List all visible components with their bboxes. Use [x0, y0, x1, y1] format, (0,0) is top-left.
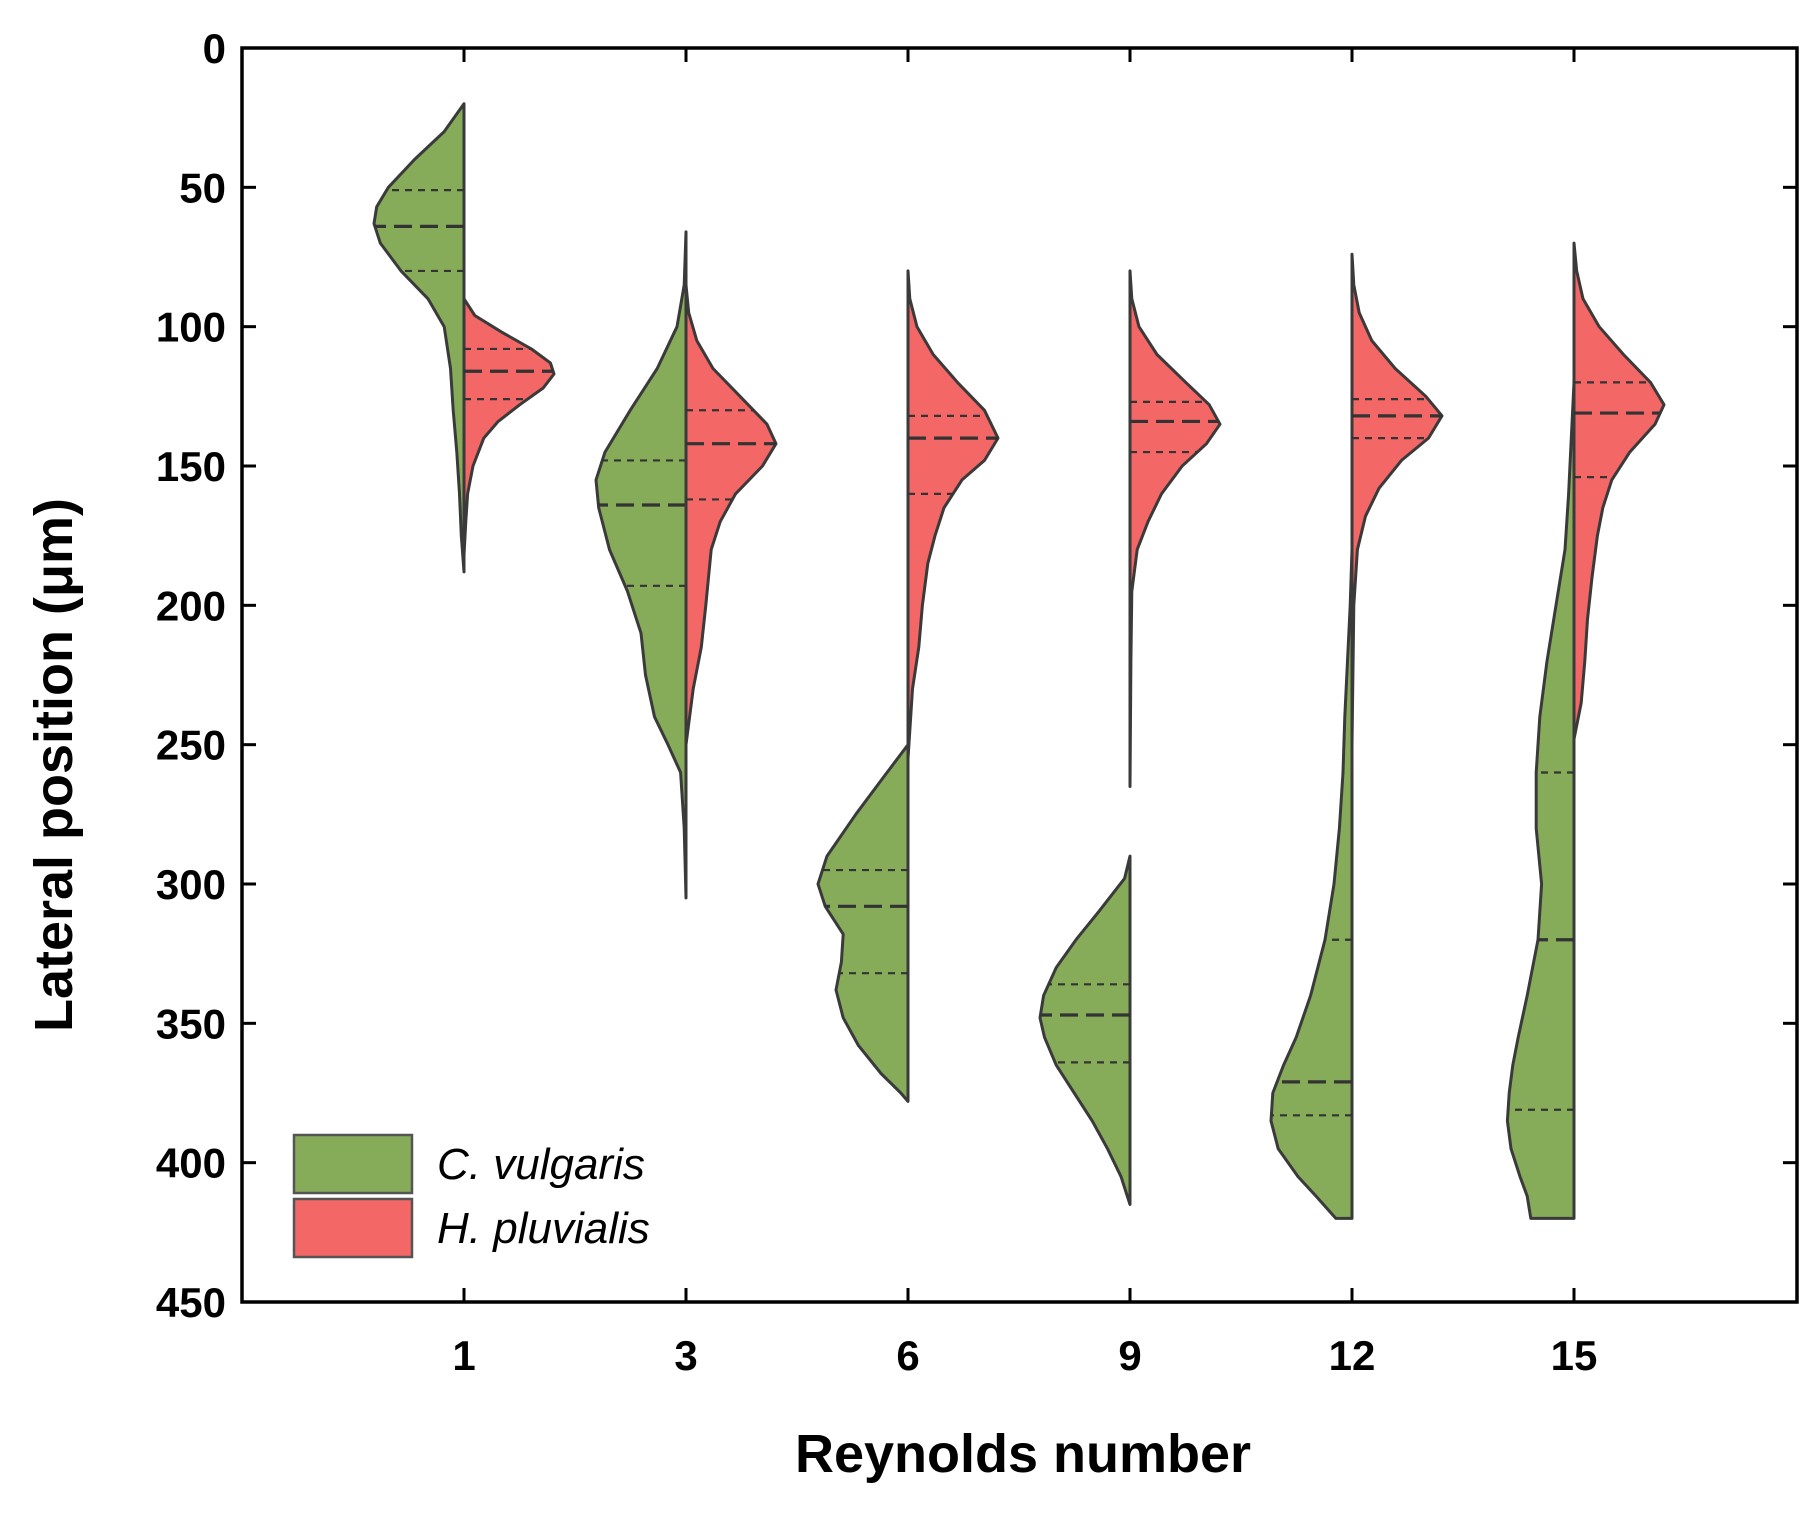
violin-left-re-1 [372, 102, 466, 574]
legend-label: H. pluvialis [437, 1204, 650, 1253]
violin-right-re-3 [684, 283, 778, 747]
legend: C. vulgaris H. pluvialis [292, 1133, 650, 1259]
violin-left-re-3 [594, 230, 688, 900]
violin-body [1269, 548, 1354, 1220]
x-tick-label: 12 [1329, 1332, 1376, 1379]
violin-body [594, 230, 688, 900]
x-axis-title: Reynolds number [795, 1424, 1251, 1484]
violin-body [816, 743, 910, 1103]
y-tick-label: 300 [156, 861, 226, 908]
y-tick-label: 50 [179, 164, 226, 211]
y-tick-label: 450 [156, 1279, 226, 1326]
violin-left-re-9 [1038, 854, 1132, 1206]
violin-right-re-12 [1350, 252, 1444, 747]
violin-right-re-9 [1128, 269, 1222, 788]
y-tick-label: 350 [156, 1000, 226, 1047]
violin-body [906, 269, 1000, 761]
legend-swatch [292, 1197, 414, 1259]
violin-left-re-6 [816, 743, 910, 1103]
legend-swatch [292, 1133, 414, 1195]
y-tick-label: 400 [156, 1140, 226, 1187]
y-tick-label: 100 [156, 304, 226, 351]
violin-body [1350, 252, 1444, 747]
violin-left-re-15 [1505, 380, 1576, 1220]
violin-right-re-1 [462, 297, 556, 557]
x-tick-label: 15 [1551, 1332, 1598, 1379]
violin-body [1038, 854, 1132, 1206]
violin-right-re-6 [906, 269, 1000, 761]
y-tick-label: 150 [156, 443, 226, 490]
x-tick-label: 3 [674, 1332, 697, 1379]
x-tick-label: 9 [1118, 1332, 1141, 1379]
violin-body [462, 297, 556, 557]
y-tick-label: 200 [156, 582, 226, 629]
violin-right-re-15 [1572, 241, 1666, 741]
violin-body [1505, 380, 1576, 1220]
violin-body [684, 283, 778, 747]
violin-body [372, 102, 466, 574]
violin-body [1128, 269, 1222, 788]
x-tick-label: 6 [896, 1332, 919, 1379]
x-tick-label: 1 [452, 1332, 475, 1379]
y-tick-label: 0 [203, 25, 226, 72]
y-axis-title: Lateral position (μm) [24, 498, 84, 1032]
legend-label: C. vulgaris [437, 1140, 645, 1189]
y-tick-label: 250 [156, 722, 226, 769]
violin-body [1572, 241, 1666, 741]
violin-left-re-12 [1269, 548, 1354, 1220]
plot-frame [240, 46, 1799, 1304]
